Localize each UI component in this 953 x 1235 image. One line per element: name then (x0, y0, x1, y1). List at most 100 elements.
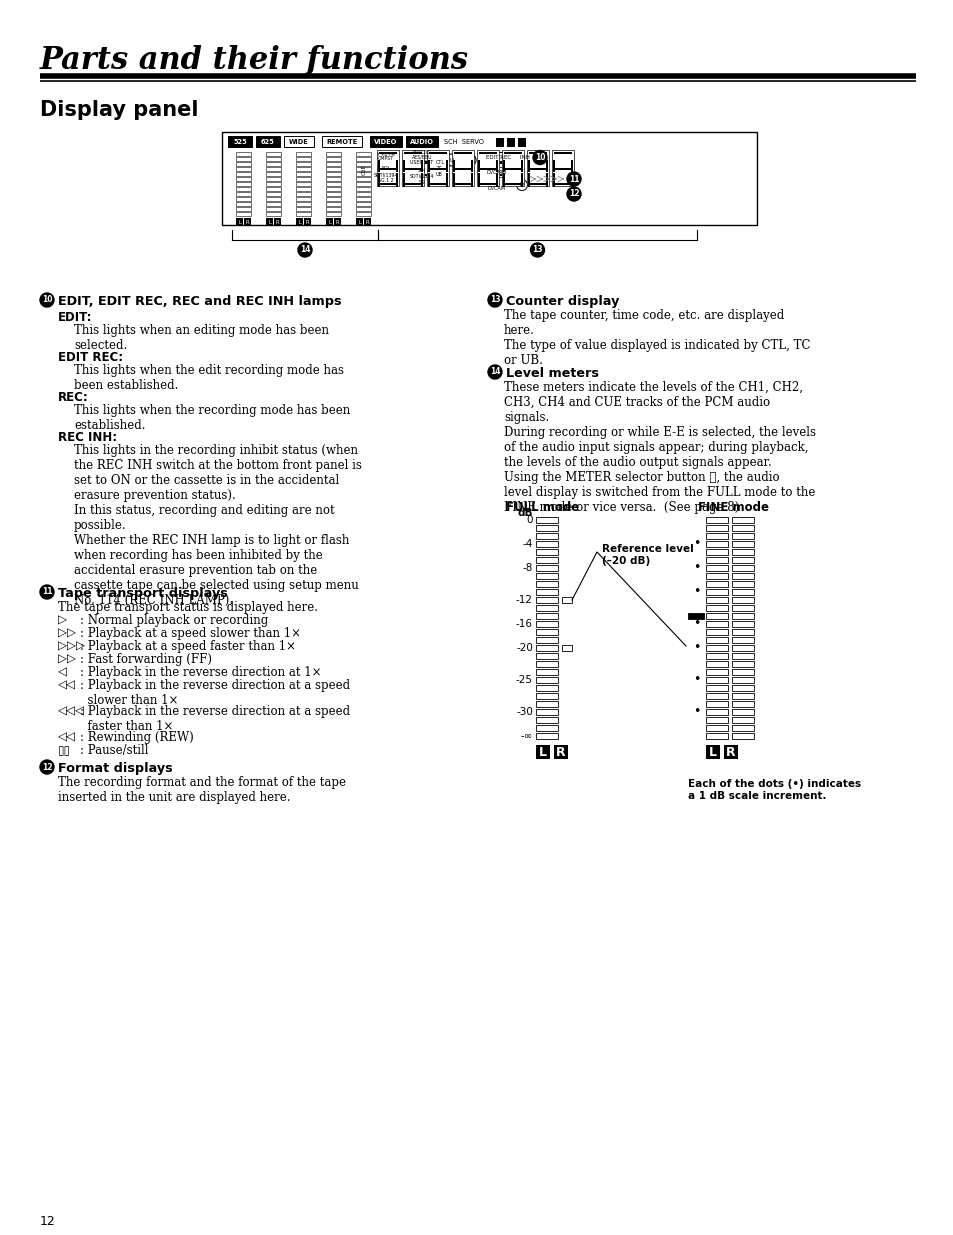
Text: These meters indicate the levels of the CH1, CH2,
CH3, CH4 and CUE tracks of the: These meters indicate the levels of the … (503, 382, 815, 514)
Text: L: L (268, 220, 271, 225)
Text: AES/EBU: AES/EBU (412, 154, 432, 159)
Bar (723, 745, 738, 760)
Bar (705, 637, 727, 643)
Bar (731, 550, 753, 555)
Bar (235, 152, 251, 156)
Bar (228, 136, 252, 147)
Bar (355, 177, 371, 182)
Text: Reference level
(–20 dB): Reference level (–20 dB) (601, 543, 693, 566)
Bar (428, 173, 430, 186)
Bar (454, 168, 472, 170)
Bar (687, 613, 703, 619)
Text: WIDE: WIDE (289, 138, 309, 144)
Bar (536, 534, 558, 538)
Text: -30: -30 (516, 706, 533, 718)
Bar (705, 605, 727, 611)
Bar (731, 709, 753, 715)
Bar (571, 161, 573, 172)
Text: Level meters: Level meters (505, 367, 598, 380)
Bar (235, 207, 251, 211)
Bar (705, 718, 727, 722)
Bar (453, 161, 455, 172)
Text: ◁◁: ◁◁ (58, 731, 76, 743)
Text: L: L (708, 746, 717, 758)
Bar (395, 161, 397, 172)
Text: 12: 12 (40, 1215, 55, 1228)
Bar (731, 573, 753, 579)
Text: ▯▯: ▯▯ (58, 743, 71, 757)
Text: ◁◁: ◁◁ (58, 679, 76, 692)
Bar (284, 136, 314, 147)
Text: R: R (305, 220, 309, 225)
Bar (554, 183, 572, 185)
Text: AUDIO: AUDIO (410, 138, 434, 144)
Bar (502, 173, 504, 186)
Bar (401, 149, 423, 186)
Bar (731, 613, 753, 619)
Bar (376, 149, 398, 186)
Bar (429, 183, 447, 185)
Bar (536, 550, 558, 555)
Bar (553, 173, 555, 186)
Bar (731, 534, 753, 538)
Bar (370, 136, 401, 147)
Circle shape (297, 243, 312, 257)
Bar (705, 725, 727, 731)
Bar (235, 167, 251, 170)
Bar (503, 183, 521, 185)
Bar (355, 212, 371, 216)
Bar (553, 161, 555, 172)
Bar (705, 645, 727, 651)
Bar (705, 709, 727, 715)
Text: -16: -16 (516, 619, 533, 629)
Text: This lights when an editing mode has been
selected.: This lights when an editing mode has bee… (74, 324, 329, 352)
Bar (731, 605, 753, 611)
Bar (235, 172, 251, 177)
Bar (536, 709, 558, 715)
Bar (705, 701, 727, 706)
Text: L: L (538, 746, 546, 758)
Bar (355, 203, 371, 206)
Text: R: R (365, 220, 369, 225)
Bar (731, 669, 753, 676)
Bar (554, 152, 572, 154)
Text: The tape counter, time code, etc. are displayed
here.
The type of value displaye: The tape counter, time code, etc. are di… (503, 309, 810, 367)
Bar (536, 645, 558, 651)
Bar (295, 186, 311, 191)
Bar (266, 212, 281, 216)
Bar (477, 161, 479, 172)
Text: The tape transport status is displayed here.: The tape transport status is displayed h… (58, 601, 317, 614)
Bar (424, 174, 427, 177)
Text: Y PB PR: Y PB PR (376, 152, 395, 157)
Bar (326, 198, 340, 201)
Text: 12: 12 (568, 189, 578, 199)
Bar (326, 162, 340, 165)
Bar (520, 173, 522, 186)
Text: D: D (519, 183, 523, 188)
Circle shape (40, 293, 54, 308)
Bar (266, 152, 281, 156)
Bar (731, 701, 753, 706)
Text: INH  —: INH — (519, 156, 538, 161)
Bar (527, 173, 530, 186)
Text: ▷▷: ▷▷ (58, 627, 76, 640)
Bar (446, 173, 448, 186)
Bar (496, 173, 497, 186)
Circle shape (40, 760, 54, 774)
Text: R: R (556, 746, 565, 758)
Bar (355, 157, 371, 161)
Bar (536, 621, 558, 627)
Bar (295, 219, 303, 226)
Bar (355, 219, 363, 226)
Bar (731, 557, 753, 563)
Bar (235, 162, 251, 165)
Bar (731, 661, 753, 667)
Circle shape (530, 243, 544, 257)
Bar (476, 149, 498, 186)
Bar (378, 152, 396, 154)
Bar (705, 550, 727, 555)
Text: 12: 12 (42, 762, 52, 772)
Text: dB: dB (517, 508, 533, 517)
Bar (536, 701, 558, 706)
Bar (503, 168, 521, 170)
